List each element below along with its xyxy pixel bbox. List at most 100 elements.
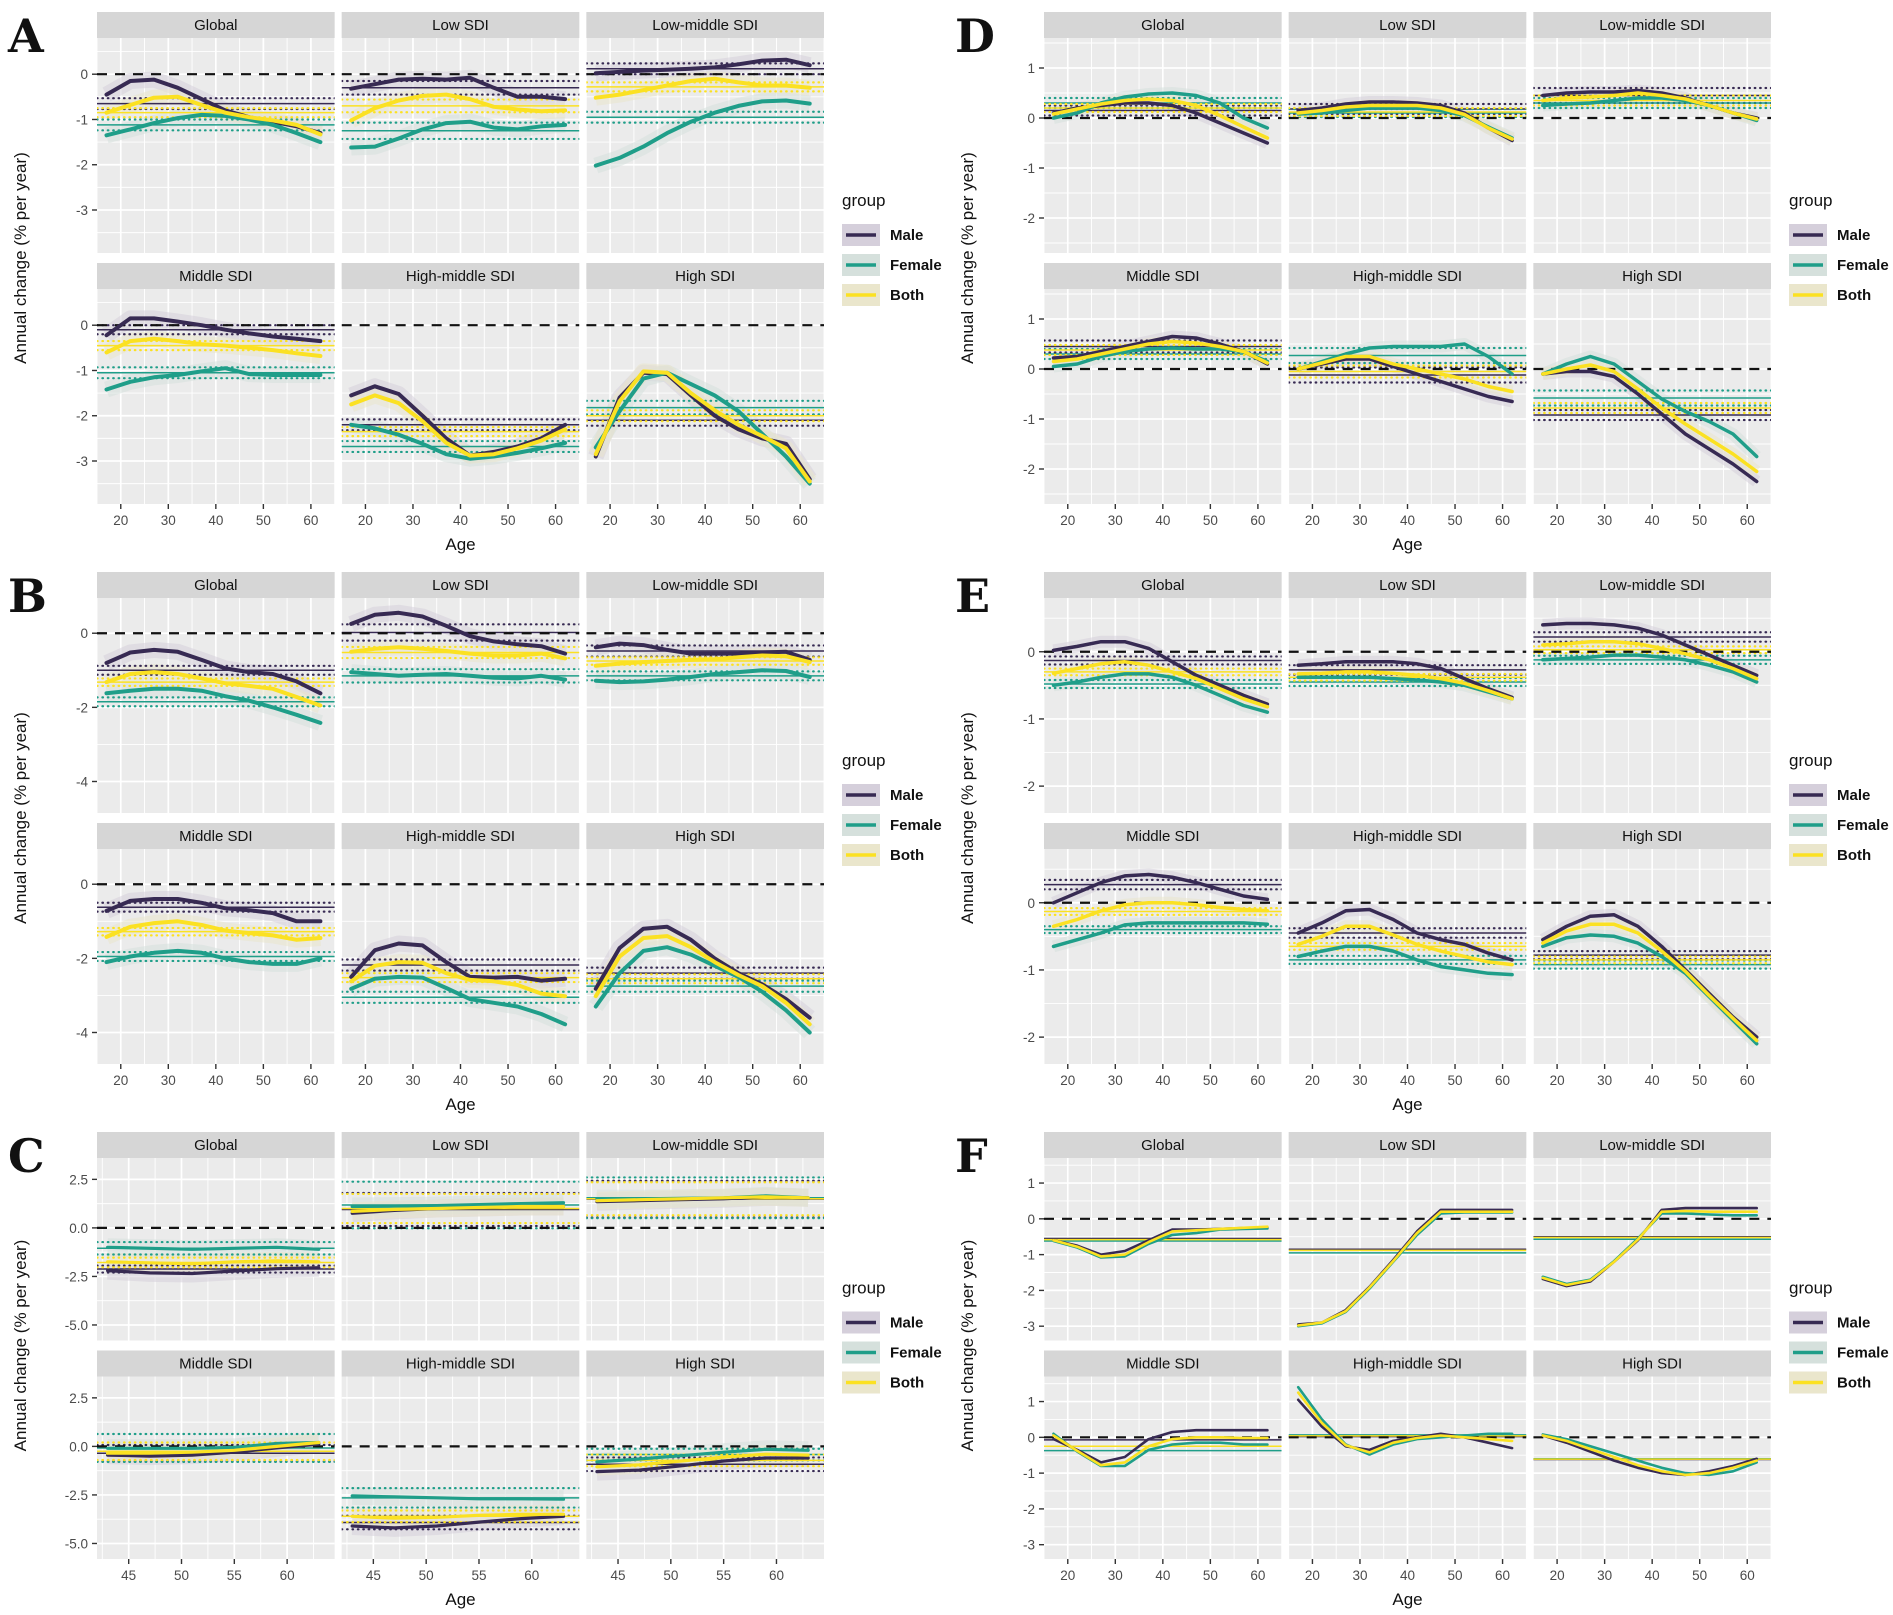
facet-plot-area — [1044, 87, 1282, 149]
x-tick-label: 50 — [501, 1073, 516, 1088]
facet-label: Low SDI — [1379, 577, 1436, 594]
both-line — [1051, 97, 1270, 140]
facet-label: Low SDI — [432, 577, 489, 594]
x-tick-label: 30 — [161, 1073, 176, 1088]
facet-strip — [1533, 12, 1771, 38]
facet-label: Low-middle SDI — [652, 1137, 758, 1154]
panel-E-chart: E Global 0 -1 -2 Low SDI Low-middle SDI Middle … — [955, 569, 1889, 1114]
y-tick-label: -3 — [1023, 1538, 1035, 1553]
facet-strip — [586, 12, 824, 38]
both-line — [1296, 103, 1514, 141]
both-line — [1296, 1210, 1514, 1327]
x-tick-label: 30 — [405, 1073, 420, 1088]
female-line — [593, 370, 812, 486]
facet-label: High-middle SDI — [1353, 828, 1462, 845]
x-tick-label: 40 — [1400, 1568, 1415, 1583]
y-tick-label: -5.0 — [65, 1318, 88, 1333]
y-tick-label: 1 — [1027, 1176, 1035, 1191]
y-tick-label: -2.5 — [65, 1488, 88, 1503]
y-tick-label: -1 — [76, 112, 88, 127]
y-axis-title: Annual change (% per year) — [958, 1240, 977, 1452]
both-line — [595, 1452, 810, 1469]
female-line — [1051, 921, 1270, 949]
facet-label: Low SDI — [432, 17, 489, 34]
panel-letter: C — [8, 1129, 45, 1183]
x-tick-label: 20 — [1305, 1568, 1320, 1583]
facet-label: Middle SDI — [1126, 828, 1199, 845]
y-tick-label: -2 — [76, 158, 88, 173]
y-tick-label: -2 — [1023, 211, 1035, 226]
facet-strip — [1044, 1132, 1282, 1158]
legend-label-male: Male — [1837, 787, 1870, 804]
legend-label-both: Both — [890, 847, 924, 864]
both-line — [104, 94, 323, 137]
facet-strip — [1288, 823, 1527, 849]
facet-plot-area — [341, 883, 580, 1032]
legend-label-female: Female — [1837, 257, 1889, 274]
legend-label-male: Male — [890, 227, 923, 244]
facet-label: High-middle SDI — [406, 268, 515, 285]
male-line — [593, 641, 812, 662]
y-tick-label: -2 — [76, 700, 88, 715]
y-tick-label: 0 — [1027, 645, 1035, 660]
legend-label-both: Both — [890, 1375, 924, 1392]
facet-strip — [97, 1350, 335, 1377]
female-line — [1541, 1433, 1758, 1477]
facet-plot-area — [1044, 1428, 1282, 1468]
y-tick-label: 1 — [1027, 312, 1035, 327]
x-tick-label: 30 — [1108, 1568, 1123, 1583]
male-line — [1296, 907, 1514, 962]
both-line — [593, 934, 812, 1027]
facet-plot-area — [97, 632, 335, 731]
facet-strip — [341, 263, 580, 289]
panel-F-chart: F Global 1 0 -1 -2 -3 Low SDI Low-middle SDI Midd… — [955, 1129, 1889, 1609]
both-line — [104, 670, 323, 708]
x-tick-label: 50 — [1203, 513, 1218, 528]
facet-strip — [1533, 823, 1771, 849]
x-tick-label: 60 — [1250, 1073, 1265, 1088]
y-tick-label: 2.5 — [69, 1391, 88, 1406]
facet-label: Global — [194, 17, 237, 34]
facet-strip — [586, 823, 824, 849]
both-line — [1052, 1225, 1269, 1258]
legend-title: group — [1789, 751, 1832, 770]
facet-strip — [97, 263, 335, 289]
male-line — [350, 1514, 566, 1530]
x-tick-label: 50 — [1448, 1073, 1463, 1088]
both-line — [349, 960, 568, 999]
both-line — [595, 1195, 810, 1203]
facet-plot-area — [1288, 650, 1527, 705]
both-line — [1541, 91, 1759, 121]
both-line — [349, 645, 568, 661]
facet-label: Low-middle SDI — [652, 577, 758, 594]
facet-label: Global — [194, 1137, 237, 1154]
x-tick-label: 20 — [1060, 1568, 1075, 1583]
y-tick-label: 0 — [1027, 896, 1035, 911]
legend-title: group — [842, 1279, 885, 1298]
x-tick-label: 20 — [603, 513, 618, 528]
x-tick-label: 60 — [1250, 513, 1265, 528]
both-line — [104, 336, 323, 358]
both-line — [1051, 339, 1270, 365]
x-tick-label: 60 — [793, 1073, 808, 1088]
panel-A-chart: A Global 0 -1 -2 -3 Low SDI Low-middle SDI Middl… — [7, 9, 942, 554]
male-line — [104, 897, 323, 924]
x-tick-label: 20 — [603, 1073, 618, 1088]
facet-label: High SDI — [675, 268, 735, 285]
y-tick-label: -2 — [76, 951, 88, 966]
x-tick-label: 20 — [1060, 1073, 1075, 1088]
male-line — [1541, 1434, 1758, 1477]
y-tick-label: 0 — [1027, 1212, 1035, 1227]
legend-label-both: Both — [890, 287, 924, 304]
facet-plot-area — [1044, 868, 1282, 953]
x-tick-label: 40 — [1645, 1073, 1660, 1088]
both-line — [1296, 670, 1514, 701]
facet-plot-area — [586, 51, 824, 174]
y-tick-label: -4 — [76, 1025, 88, 1040]
x-tick-label: 50 — [1203, 1073, 1218, 1088]
x-tick-label: 55 — [227, 1568, 242, 1583]
x-tick-label: 40 — [453, 1073, 468, 1088]
facet-label: Middle SDI — [179, 1356, 252, 1373]
x-tick-label: 20 — [113, 513, 128, 528]
facet-plot-area — [341, 69, 580, 156]
